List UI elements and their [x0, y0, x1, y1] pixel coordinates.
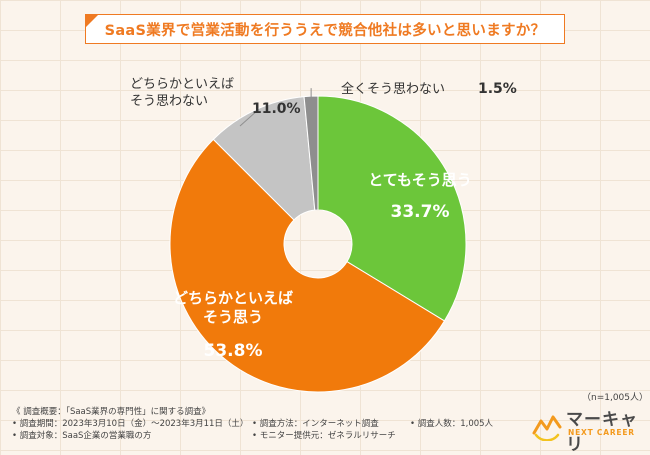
- slice-2: [169, 138, 446, 393]
- slice-label-3: どちらかといえば: [130, 77, 234, 92]
- chart-labels: とてもそう思う33.7%どちらかといえばそう思う53.8%どちらかといえばそう思…: [130, 77, 517, 361]
- survey-footer: 《 調査概要：「SaaS業界の専門性」に関する調査》 • 調査期間：2023年3…: [12, 406, 493, 442]
- slice-label-2: そう思う: [203, 308, 263, 326]
- slice-4: [303, 95, 319, 211]
- chart-slices: [169, 95, 467, 393]
- leader-line-3: [239, 111, 257, 127]
- chart-title: SaaS業界で営業活動を行ううえで競合他社は多いと思いますか？: [104, 22, 546, 39]
- slice-1: [317, 95, 467, 322]
- survey-count: • 調査人数：1,005人: [410, 419, 494, 429]
- brand-logo: マーキャリ NEXT CAREER: [530, 403, 640, 455]
- survey-period: • 調査期間：2023年3月10日（金）〜2023年3月11日（土）: [12, 419, 249, 429]
- chart-leader-lines: [239, 88, 312, 127]
- donut-chart: とてもそう思う33.7%どちらかといえばそう思う53.8%どちらかといえばそう思…: [130, 77, 517, 393]
- slice-label-1: とてもそう思う: [368, 171, 472, 189]
- slice-value-1: 33.7%: [391, 202, 450, 222]
- logo-subtext: NEXT CAREER: [568, 428, 635, 437]
- slice-label-3: そう思わない: [130, 94, 208, 109]
- survey-target: • 調査対象：SaaS企業の営業職の方: [12, 431, 152, 441]
- survey-method: • 調査方法：インターネット調査: [252, 419, 379, 429]
- slice-3: [212, 96, 316, 221]
- title-corner-accent: [85, 14, 99, 28]
- slice-value-2: 53.8%: [204, 341, 263, 361]
- sample-size: （n=1,005人）: [582, 393, 649, 403]
- title-banner: SaaS業界で営業活動を行ううえで競合他社は多いと思いますか？: [85, 14, 565, 44]
- survey-provider: • モニター提供元：ゼネラルリサーチ: [252, 431, 396, 441]
- logo-mark-icon: [532, 415, 562, 441]
- survey-summary: 《 調査概要：「SaaS業界の専門性」に関する調査》: [12, 407, 211, 417]
- slice-label-4: 全くそう思わない: [341, 81, 445, 97]
- slice-value-3: 11.0%: [252, 101, 301, 117]
- slice-value-4: 1.5%: [478, 81, 517, 97]
- slice-label-2: どちらかといえば: [173, 289, 293, 307]
